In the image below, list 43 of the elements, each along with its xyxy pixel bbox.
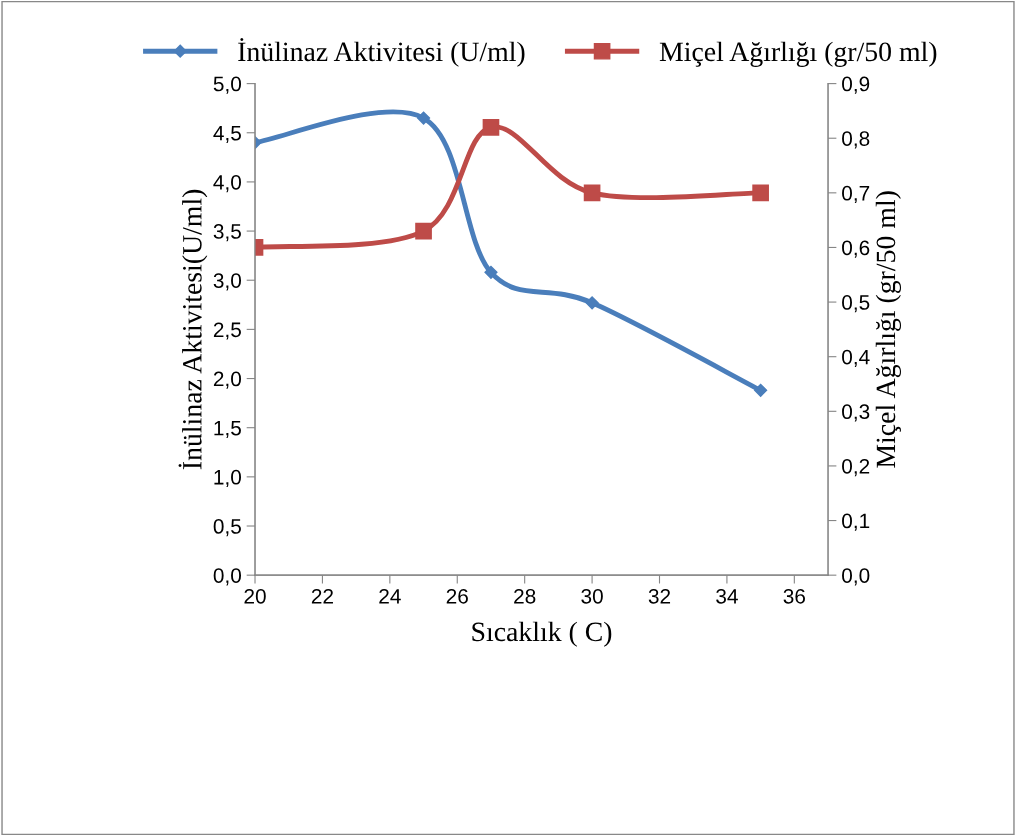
point xyxy=(754,383,768,397)
x-tick-label: 22 xyxy=(311,588,333,604)
legend-label: Miçel Ağırlığı (gr/50 ml) xyxy=(659,41,937,67)
y2-axis-title: Miçel Ağırlığı (gr/50 ml) xyxy=(875,191,902,468)
x-tick-label: 24 xyxy=(379,588,401,604)
y-tick-label: 3,5 xyxy=(213,224,241,242)
y-tick-label: 2,5 xyxy=(213,322,241,340)
x-tick-label: 26 xyxy=(446,588,468,604)
x-axis-title: Sıcaklık ( C) xyxy=(472,621,612,647)
point xyxy=(585,296,599,310)
y-tick-label: 3,0 xyxy=(213,273,242,291)
y2-tick-label: 0,9 xyxy=(842,76,870,94)
y-axis-title: İnülinaz Aktivitesi(U/ml) xyxy=(178,189,208,470)
legend-label: İnülinaz Aktivitesi (U/ml) xyxy=(238,38,525,67)
y2-tick-label: 0,7 xyxy=(842,185,870,204)
x-tick-label: 34 xyxy=(716,588,738,604)
y2-tick-label: 0,3 xyxy=(842,404,870,422)
y2-tick-label: 0,5 xyxy=(842,295,870,313)
y2-tick-label: 0,6 xyxy=(842,240,870,258)
y-tick-label: 1,5 xyxy=(214,420,241,438)
point xyxy=(752,184,769,202)
y2-tick-label: 0,0 xyxy=(842,568,870,586)
y-tick-label: 0,0 xyxy=(213,568,242,586)
y-tick-label: 2,0 xyxy=(213,371,242,389)
y2-tick-label: 0,1 xyxy=(842,513,870,531)
point xyxy=(416,111,431,125)
y2-tick-label: 0,2 xyxy=(842,458,870,477)
x-tick-label: 32 xyxy=(648,588,671,604)
point xyxy=(484,265,498,279)
y-tick-label: 5,0 xyxy=(213,76,242,94)
x-tick-label: 36 xyxy=(783,588,805,604)
x-tick-label: 28 xyxy=(514,588,536,604)
point xyxy=(415,222,432,240)
x-tick-label: 20 xyxy=(244,588,266,604)
y-tick-label: 4,0 xyxy=(213,174,242,193)
y-tick-label: 0,5 xyxy=(213,519,241,537)
point xyxy=(583,184,601,202)
y-tick-label: 1,0 xyxy=(214,469,242,488)
x-tick-label: 30 xyxy=(581,588,603,604)
y-tick-label: 4,5 xyxy=(213,125,241,143)
y2-tick-label: 0,8 xyxy=(842,131,870,149)
point xyxy=(482,118,500,136)
y2-tick-label: 0,4 xyxy=(842,349,870,367)
